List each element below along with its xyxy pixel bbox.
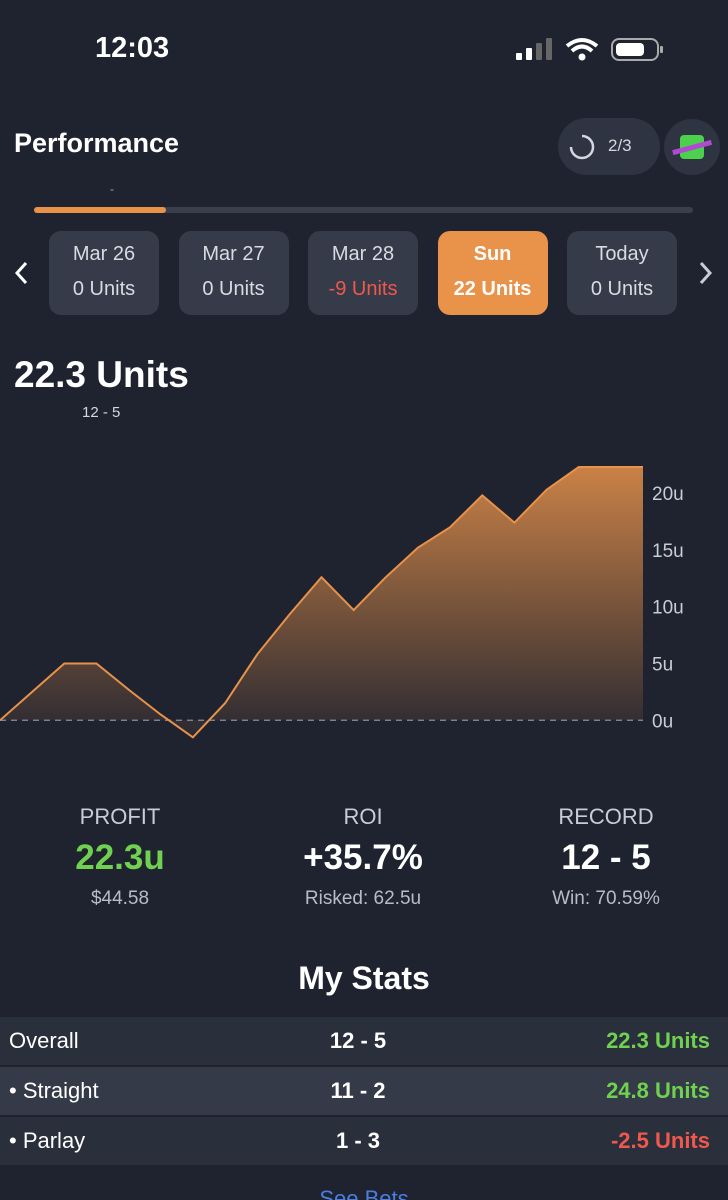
day-units: -9 Units bbox=[328, 278, 398, 300]
day-card[interactable]: Mar 27 0 Units bbox=[178, 231, 289, 315]
stats-row: • Parlay 1 - 3 -2.5 Units bbox=[0, 1117, 728, 1165]
day-label: Today bbox=[595, 243, 649, 265]
y-tick-label: 5u bbox=[652, 654, 673, 675]
day-units: 0 Units bbox=[590, 278, 654, 300]
stat-block: ROI +35.7% Risked: 62.5u bbox=[243, 804, 483, 924]
day-units: 22 Units bbox=[453, 278, 532, 300]
units-chart: 0u 5u 10u 15u 20u bbox=[0, 466, 684, 739]
row-label: Overall bbox=[9, 1028, 79, 1053]
progress-text: 2/3 bbox=[608, 136, 632, 155]
day-card[interactable]: Mar 26 0 Units bbox=[49, 231, 159, 315]
area-fill bbox=[0, 467, 643, 738]
row-record: 12 - 5 bbox=[329, 1028, 387, 1053]
spinner-icon bbox=[569, 134, 595, 160]
line bbox=[0, 466, 643, 739]
next-arrow[interactable] bbox=[696, 260, 716, 286]
stats-row: Overall 12 - 5 22.3 Units bbox=[0, 1017, 728, 1065]
row-label: • Straight bbox=[9, 1078, 99, 1103]
stat-sub: Risked: 62.5u bbox=[304, 888, 422, 909]
stat-label: PROFIT bbox=[79, 804, 161, 829]
status-time: 12:03 bbox=[95, 32, 170, 64]
day-label: Mar 27 bbox=[202, 243, 265, 265]
day-label: Sun bbox=[473, 243, 512, 265]
day-units: 0 Units bbox=[202, 278, 265, 300]
page-title: Performance bbox=[14, 128, 180, 158]
day-card[interactable]: Mar 28 -9 Units bbox=[308, 231, 418, 315]
day-card[interactable]: Sun 22 Units bbox=[437, 231, 548, 315]
day-units: 0 Units bbox=[72, 278, 136, 300]
stat-value: +35.7% bbox=[303, 838, 423, 877]
stat-block: RECORD 12 - 5 Win: 70.59% bbox=[486, 804, 726, 924]
row-record: 11 - 2 bbox=[330, 1078, 386, 1103]
row-units: 24.8 Units bbox=[606, 1078, 710, 1103]
prev-arrow[interactable] bbox=[12, 260, 32, 286]
avatar[interactable] bbox=[664, 119, 720, 175]
total-units: 22.3 Units bbox=[14, 354, 189, 395]
stat-value: 22.3u bbox=[75, 838, 165, 877]
stat-sub: Win: 70.59% bbox=[552, 888, 660, 909]
progress-track bbox=[34, 207, 693, 213]
y-tick-label: 15u bbox=[652, 541, 684, 562]
y-tick-label: 0u bbox=[652, 711, 673, 732]
stat-sub: $44.58 bbox=[90, 888, 150, 909]
stat-value: 12 - 5 bbox=[561, 838, 651, 877]
stat-block: PROFIT 22.3u $44.58 bbox=[0, 804, 240, 924]
y-tick-label: 10u bbox=[652, 598, 684, 619]
row-units: 22.3 Units bbox=[606, 1028, 710, 1053]
stats-row: • Straight 11 - 2 24.8 Units bbox=[0, 1067, 728, 1115]
day-label: Mar 28 bbox=[331, 243, 395, 265]
avatar-icon bbox=[672, 135, 713, 159]
progress-fill bbox=[34, 207, 166, 213]
y-tick-label: 20u bbox=[652, 484, 684, 505]
status-icons bbox=[516, 38, 663, 61]
row-label: • Parlay bbox=[9, 1128, 86, 1153]
total-record: 12 - 5 bbox=[82, 404, 121, 421]
stat-label: ROI bbox=[343, 804, 383, 829]
row-record: 1 - 3 bbox=[335, 1128, 381, 1153]
see-bets-link[interactable]: See Bets bbox=[319, 1186, 409, 1200]
day-card[interactable]: Today 0 Units bbox=[567, 231, 677, 315]
stat-label: RECORD bbox=[558, 804, 654, 829]
row-units: -2.5 Units bbox=[610, 1128, 710, 1153]
day-label: Mar 26 bbox=[72, 243, 136, 265]
my-stats-title: My Stats bbox=[298, 960, 430, 996]
tab-marker: - bbox=[110, 182, 114, 196]
progress-pill[interactable]: 2/3 bbox=[558, 118, 660, 175]
